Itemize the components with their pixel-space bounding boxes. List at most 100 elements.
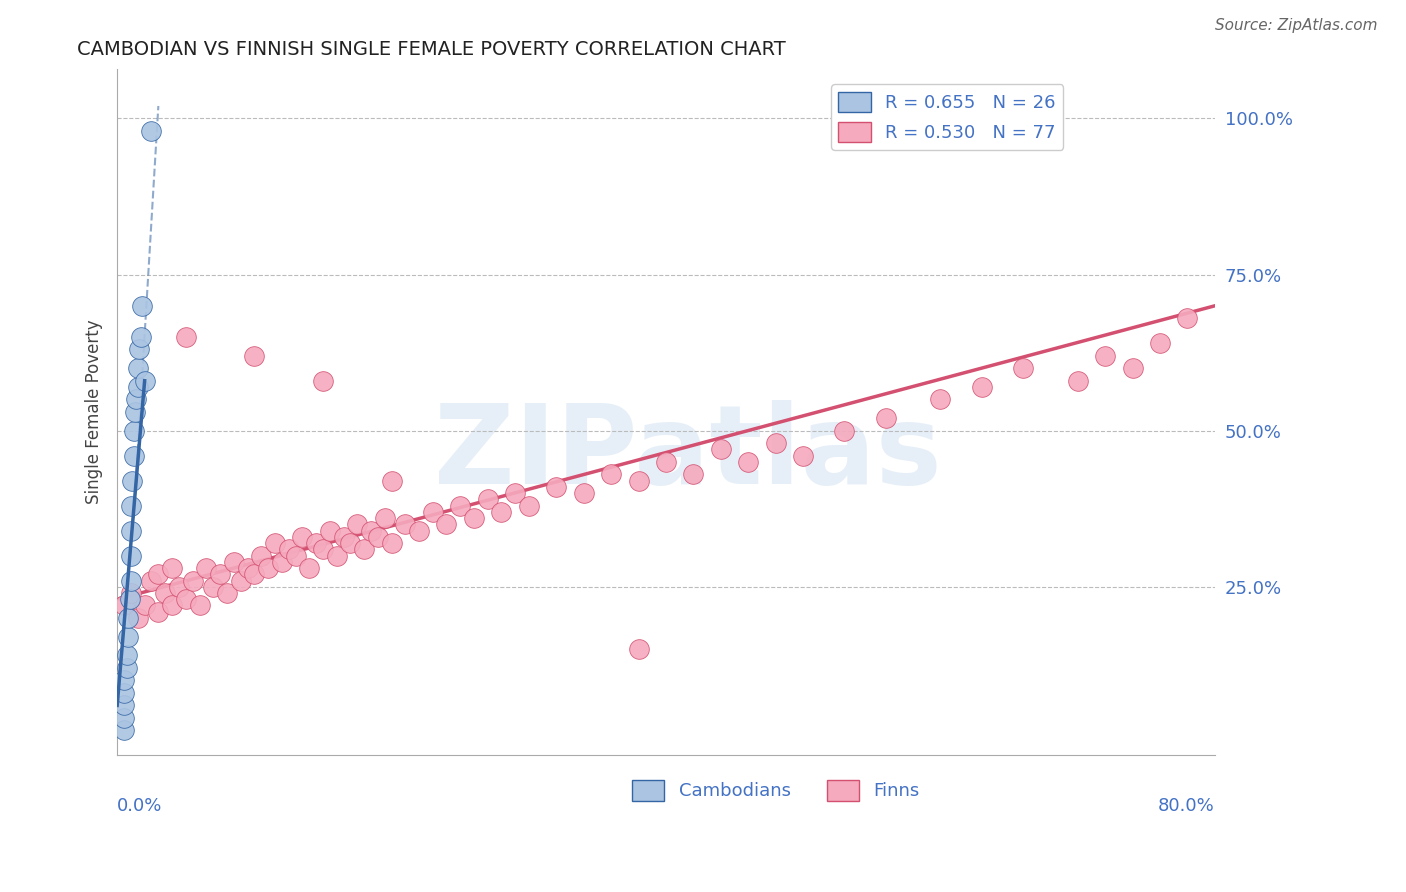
Point — [765, 436, 787, 450]
Point — [1011, 361, 1033, 376]
Point — [128, 343, 150, 357]
Point — [160, 561, 183, 575]
Point — [360, 524, 382, 538]
Point — [115, 648, 138, 663]
Point — [477, 492, 499, 507]
Point — [339, 536, 361, 550]
Point — [148, 567, 170, 582]
Point — [546, 480, 568, 494]
Point — [264, 536, 287, 550]
Point — [394, 517, 416, 532]
Point — [312, 542, 335, 557]
Point — [298, 561, 321, 575]
Point — [627, 474, 650, 488]
Point — [195, 561, 218, 575]
Point — [503, 486, 526, 500]
Point — [124, 405, 146, 419]
Point — [627, 642, 650, 657]
Point — [277, 542, 299, 557]
Point — [305, 536, 328, 550]
Point — [121, 474, 143, 488]
Point — [655, 455, 678, 469]
Point — [120, 524, 142, 538]
Point — [155, 586, 177, 600]
Text: 80.0%: 80.0% — [1159, 797, 1215, 814]
Point — [188, 599, 211, 613]
Point — [122, 424, 145, 438]
Point — [243, 349, 266, 363]
Point — [174, 592, 197, 607]
Point — [257, 561, 280, 575]
Point — [1094, 349, 1116, 363]
Point — [127, 361, 149, 376]
Point — [367, 530, 389, 544]
Point — [517, 499, 540, 513]
Point — [148, 605, 170, 619]
Point — [332, 530, 354, 544]
Point — [436, 517, 458, 532]
Y-axis label: Single Female Poverty: Single Female Poverty — [86, 319, 103, 504]
Point — [422, 505, 444, 519]
Text: 0.0%: 0.0% — [117, 797, 163, 814]
Point — [1177, 311, 1199, 326]
Point — [682, 467, 704, 482]
Point — [118, 592, 141, 607]
Text: Source: ZipAtlas.com: Source: ZipAtlas.com — [1215, 18, 1378, 33]
Point — [167, 580, 190, 594]
Point — [160, 599, 183, 613]
Point — [970, 380, 993, 394]
Point — [270, 555, 292, 569]
Point — [127, 611, 149, 625]
Point — [1066, 374, 1088, 388]
Point — [112, 686, 135, 700]
Point — [117, 611, 139, 625]
Point — [284, 549, 307, 563]
Point — [112, 711, 135, 725]
Point — [710, 442, 733, 457]
Point — [236, 561, 259, 575]
Point — [600, 467, 623, 482]
Point — [374, 511, 396, 525]
Point — [229, 574, 252, 588]
Point — [312, 374, 335, 388]
Point — [120, 574, 142, 588]
Point — [112, 698, 135, 713]
Point — [737, 455, 759, 469]
Point — [291, 530, 314, 544]
Point — [181, 574, 204, 588]
Point — [134, 599, 156, 613]
Point — [408, 524, 430, 538]
Point — [325, 549, 347, 563]
Point — [346, 517, 368, 532]
Point — [1149, 336, 1171, 351]
Point — [243, 567, 266, 582]
Point — [129, 330, 152, 344]
Point — [792, 449, 814, 463]
Point — [134, 374, 156, 388]
Point — [117, 630, 139, 644]
Point — [120, 549, 142, 563]
Point — [572, 486, 595, 500]
Point — [120, 499, 142, 513]
Text: ZIPatlas: ZIPatlas — [434, 400, 942, 507]
Point — [222, 555, 245, 569]
Point — [463, 511, 485, 525]
Point — [115, 661, 138, 675]
Point — [174, 330, 197, 344]
Point — [127, 380, 149, 394]
Point — [875, 411, 897, 425]
Legend: Cambodians, Finns: Cambodians, Finns — [624, 772, 927, 808]
Point — [112, 723, 135, 738]
Point — [381, 474, 404, 488]
Point — [131, 299, 153, 313]
Text: CAMBODIAN VS FINNISH SINGLE FEMALE POVERTY CORRELATION CHART: CAMBODIAN VS FINNISH SINGLE FEMALE POVER… — [77, 40, 786, 59]
Point — [449, 499, 471, 513]
Point — [141, 574, 163, 588]
Point — [120, 586, 142, 600]
Point — [381, 536, 404, 550]
Point — [319, 524, 342, 538]
Point — [929, 392, 952, 407]
Point — [250, 549, 273, 563]
Point — [112, 673, 135, 688]
Point — [491, 505, 513, 519]
